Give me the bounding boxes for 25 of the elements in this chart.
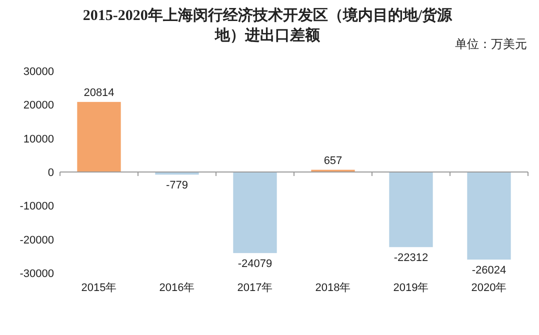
y-tick-label: 30000 [23,66,54,78]
data-label: 20814 [84,86,114,99]
y-tick-label: 10000 [23,133,54,146]
y-tick-label: 0 [48,167,54,179]
x-tick-label: 2017年 [237,282,273,294]
x-tick-label: 2016年 [159,282,195,294]
y-tick-label: -30000 [20,268,54,280]
chart-subtitle: 单位：万美元 [455,36,527,53]
data-label: -26024 [472,264,506,277]
data-label: -22312 [394,252,428,264]
bar [77,102,121,172]
data-label: 657 [324,154,342,167]
y-tick-label: 20000 [23,100,54,112]
bar [467,172,511,260]
bar [389,172,433,248]
data-label: -779 [166,180,188,192]
bar [233,172,277,254]
x-tick-label: 2015年 [81,282,117,294]
x-tick-label: 2020年 [471,282,507,294]
data-label: -24079 [238,258,272,270]
x-tick-label: 2018年 [315,282,351,294]
y-tick-label: -20000 [20,234,54,246]
chart-title: 2015-2020年上海闵行经济技术开发区（境内目的地/货源地）进出口差额 [82,8,452,44]
x-tick-label: 2019年 [393,282,429,294]
y-tick-label: -10000 [20,200,54,213]
